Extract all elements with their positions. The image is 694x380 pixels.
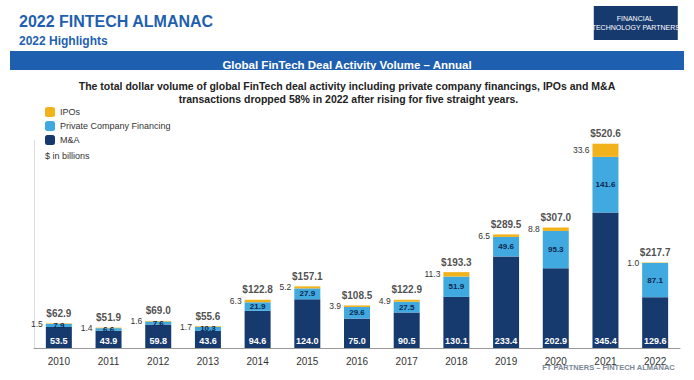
svg-text:59.8: 59.8 [149, 336, 167, 346]
svg-text:$ in billions: $ in billions [45, 151, 90, 161]
svg-text:53.5: 53.5 [50, 336, 68, 346]
svg-text:$289.5: $289.5 [491, 219, 522, 230]
svg-text:2011: 2011 [98, 356, 120, 367]
svg-text:2022 FINTECH ALMANAC: 2022 FINTECH ALMANAC [19, 13, 214, 30]
svg-text:2013: 2013 [197, 356, 220, 367]
svg-text:2016: 2016 [346, 356, 369, 367]
svg-text:2012: 2012 [147, 356, 170, 367]
svg-text:2017: 2017 [396, 356, 419, 367]
svg-text:345.4: 345.4 [594, 336, 617, 346]
svg-text:49.6: 49.6 [498, 242, 514, 251]
svg-text:Global FinTech Deal Activity V: Global FinTech Deal Activity Volume – An… [222, 59, 471, 71]
svg-text:233.4: 233.4 [495, 336, 518, 346]
svg-text:1.7: 1.7 [180, 322, 192, 332]
svg-text:27.9: 27.9 [300, 289, 316, 298]
svg-text:90.5: 90.5 [398, 336, 416, 346]
svg-text:11.3: 11.3 [424, 269, 440, 279]
svg-text:130.1: 130.1 [445, 336, 468, 346]
svg-text:5.2: 5.2 [279, 282, 291, 292]
svg-text:transactions dropped 58% in 20: transactions dropped 58% in 2022 after r… [176, 93, 519, 105]
svg-text:IPOs: IPOs [60, 107, 81, 117]
svg-text:10.3: 10.3 [200, 324, 216, 333]
svg-text:87.1: 87.1 [647, 276, 663, 285]
svg-text:2010: 2010 [48, 356, 71, 367]
svg-text:2021: 2021 [594, 355, 617, 367]
svg-text:75.0: 75.0 [348, 336, 366, 346]
svg-text:7.9: 7.9 [53, 321, 65, 330]
svg-text:7.6: 7.6 [153, 319, 165, 328]
svg-text:29.6: 29.6 [349, 308, 365, 317]
svg-text:$157.1: $157.1 [292, 271, 323, 282]
svg-text:2020: 2020 [544, 355, 567, 367]
svg-text:$55.6: $55.6 [195, 311, 220, 322]
svg-text:6.6: 6.6 [103, 325, 115, 334]
svg-text:43.6: 43.6 [199, 336, 217, 346]
svg-text:FT PARTNERS – FINTECH ALMANAC: FT PARTNERS – FINTECH ALMANAC [542, 363, 675, 372]
svg-text:6.5: 6.5 [478, 231, 490, 241]
svg-text:141.6: 141.6 [595, 180, 616, 189]
svg-text:$307.0: $307.0 [540, 212, 571, 223]
svg-text:33.6: 33.6 [573, 145, 590, 155]
svg-text:TECHNOLOGY PARTNERS: TECHNOLOGY PARTNERS [592, 24, 681, 31]
svg-text:Private Company Financing: Private Company Financing [60, 121, 171, 131]
svg-text:2022 Highlights: 2022 Highlights [19, 34, 108, 48]
svg-text:51.9: 51.9 [449, 282, 465, 291]
svg-text:1.0: 1.0 [627, 258, 639, 268]
svg-text:94.6: 94.6 [249, 336, 267, 346]
svg-text:8.8: 8.8 [528, 224, 540, 234]
svg-text:202.9: 202.9 [545, 336, 568, 346]
svg-text:FINANCIAL: FINANCIAL [617, 15, 655, 22]
svg-text:2015: 2015 [296, 356, 319, 367]
svg-text:$108.5: $108.5 [342, 290, 373, 301]
svg-text:$520.6: $520.6 [590, 128, 621, 139]
svg-text:4.9: 4.9 [379, 296, 391, 306]
svg-text:$69.0: $69.0 [146, 305, 171, 316]
svg-text:95.3: 95.3 [548, 245, 564, 254]
svg-text:1.6: 1.6 [130, 316, 142, 326]
svg-text:27.5: 27.5 [399, 303, 415, 312]
svg-text:$193.3: $193.3 [441, 257, 472, 268]
svg-text:129.6: 129.6 [644, 336, 667, 346]
svg-text:2022: 2022 [644, 355, 667, 367]
svg-text:1.5: 1.5 [31, 319, 43, 329]
svg-text:1.4: 1.4 [81, 323, 93, 333]
svg-text:M&A: M&A [60, 135, 80, 145]
svg-text:$217.7: $217.7 [640, 247, 671, 258]
svg-text:$62.9: $62.9 [46, 308, 71, 319]
svg-text:43.9: 43.9 [100, 336, 118, 346]
svg-text:3.9: 3.9 [329, 301, 341, 311]
svg-text:124.0: 124.0 [296, 336, 319, 346]
svg-text:The total dollar volume of glo: The total dollar volume of global FinTec… [79, 80, 616, 92]
svg-text:2019: 2019 [495, 356, 518, 367]
svg-text:6.3: 6.3 [230, 296, 242, 306]
svg-text:$51.9: $51.9 [96, 312, 121, 323]
svg-text:2018: 2018 [445, 356, 468, 367]
svg-text:$122.8: $122.8 [242, 284, 273, 295]
svg-text:2014: 2014 [246, 356, 269, 367]
svg-text:21.9: 21.9 [250, 302, 266, 311]
svg-text:$122.9: $122.9 [391, 284, 422, 295]
